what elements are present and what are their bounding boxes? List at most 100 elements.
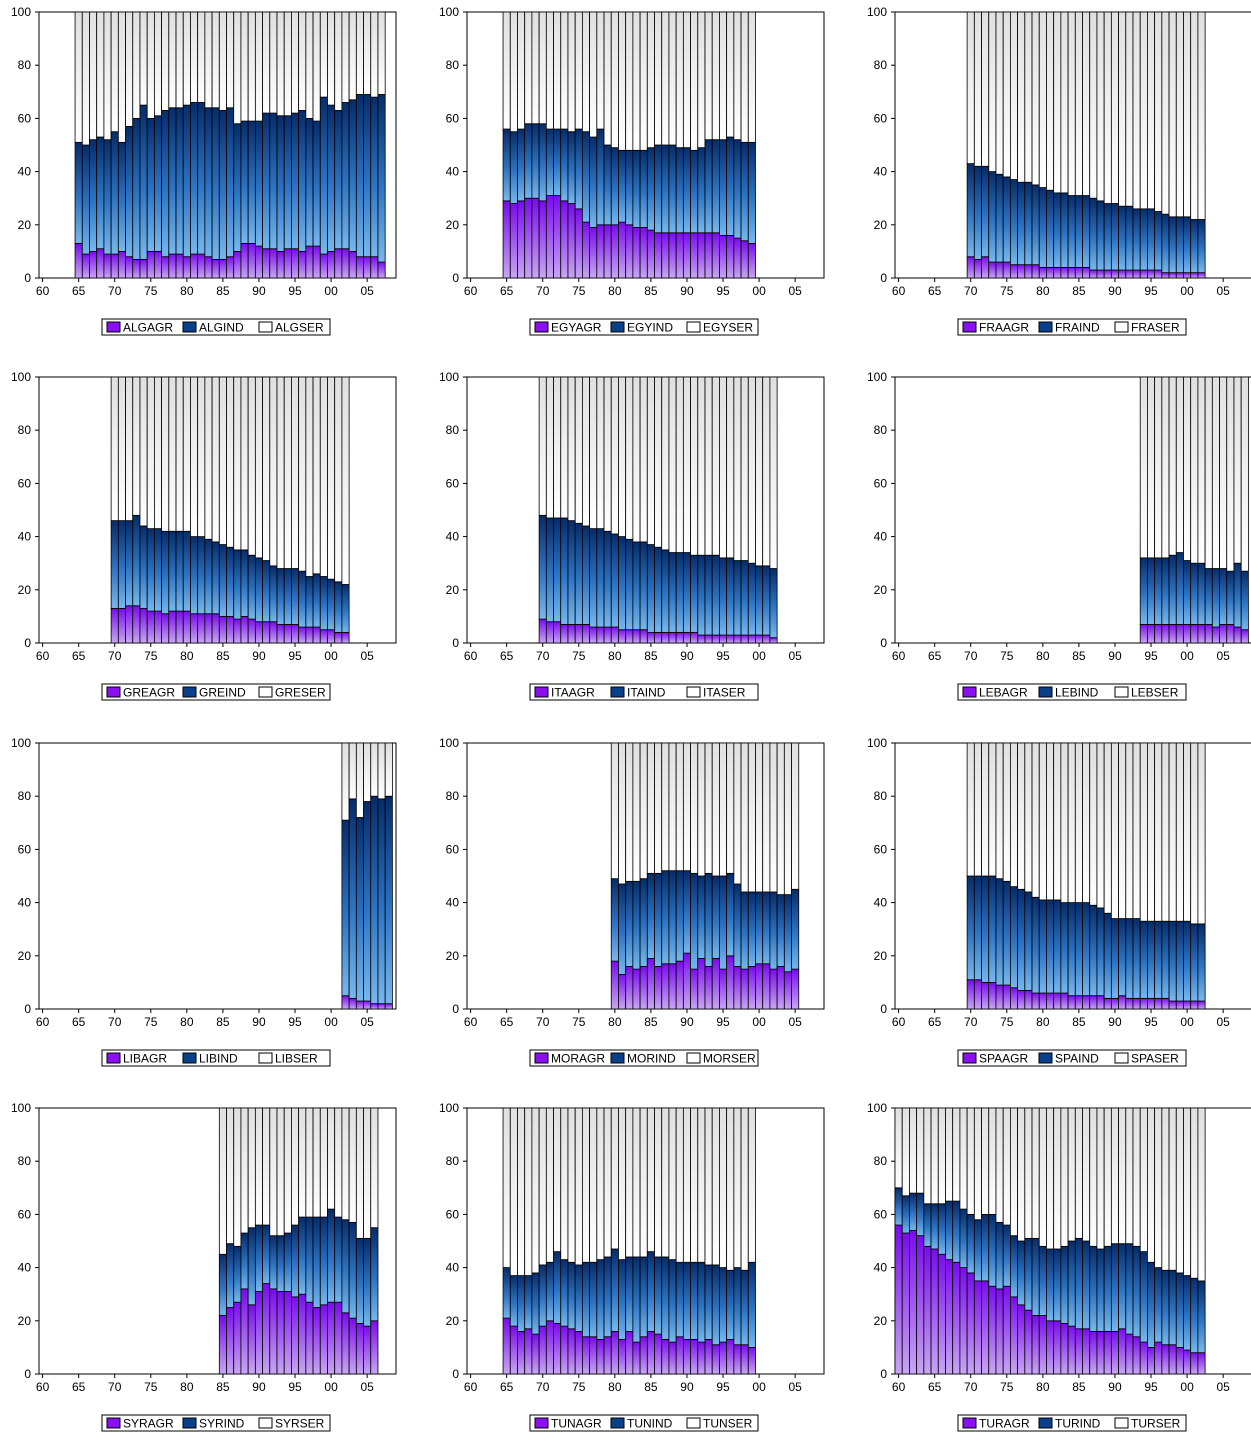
bar-lebind [1161,557,1170,625]
bar-itaser [661,376,670,551]
bar-syrind [254,1224,263,1292]
bar-turser [901,1107,910,1197]
bar-turagr [1183,1349,1192,1375]
bar-egyind [574,128,583,210]
bar-spaind [1190,923,1199,1002]
bar-algagr [355,256,364,279]
bar-libser [384,742,393,797]
bar-spaser [1074,742,1083,904]
bar-moragr [690,968,699,1010]
bar-itaind [661,549,670,633]
bar-lebser [1219,376,1228,569]
bar-spaagr [1183,1000,1192,1010]
bar-spaind [1103,912,1112,999]
y-tick-label: 100 [439,1101,459,1115]
bar-tunagr [632,1341,641,1375]
bar-morind [747,891,756,967]
bar-itaagr [545,621,554,644]
bar-syrser [334,1107,343,1218]
bar-algind [233,123,242,252]
bar-spaind [1197,923,1206,1002]
bar-morser [769,742,778,893]
bar-itaser [690,376,699,556]
legend-label: SYRSER [275,1417,325,1431]
bar-turser [981,1107,990,1215]
bar-egyind [675,147,684,234]
bar-morind [726,872,735,957]
bar-egyser [668,11,677,146]
bar-turagr [1002,1285,1011,1375]
bar-spaind [1082,902,1091,997]
bar-morind [690,872,699,970]
bar-itaagr [769,637,778,644]
bar-greagr [211,613,220,644]
y-tick-label: 80 [446,1154,460,1168]
bar-libind [363,801,372,1002]
bar-morind [654,872,663,967]
bar-turind [988,1214,997,1287]
bar-syrind [291,1224,300,1298]
bar-spaagr [1168,1000,1177,1010]
bar-tunind [538,1264,547,1327]
bar-tunind [509,1275,518,1327]
bar-turagr [1118,1328,1127,1375]
bar-tunagr [726,1339,735,1375]
bar-algser [103,11,112,141]
bar-algind [125,125,134,258]
bar-spaagr [973,979,982,1010]
bar-greind [334,581,343,633]
bar-spaser [1190,742,1199,925]
bar-tunser [697,1107,706,1263]
bar-egyser [726,11,735,138]
bar-tunind [618,1259,627,1340]
bar-turagr [1175,1347,1184,1375]
bar-algagr [348,250,357,279]
bar-fraind [1096,200,1105,271]
x-tick-label: 80 [180,649,194,663]
bar-itaser [711,376,720,556]
bar-tunser [502,1107,511,1269]
x-tick-label: 95 [716,649,730,663]
bar-turagr [1125,1333,1134,1375]
bar-egyagr [697,232,706,279]
bar-libser [341,742,350,821]
x-tick-label: 75 [144,284,158,298]
bar-spaagr [1175,1000,1184,1010]
bar-tunind [719,1267,728,1343]
bar-tunser [690,1107,699,1263]
y-tick-label: 0 [452,1367,459,1381]
x-tick-label: 85 [644,1015,658,1029]
bar-egyagr [632,227,641,279]
legend-swatch [962,1417,977,1429]
bar-moragr [618,974,627,1010]
bar-turser [1161,1107,1170,1271]
bar-tunser [747,1107,756,1263]
bar-fraind [1118,205,1127,271]
bar-syrser [327,1107,336,1210]
bar-spaind [1168,920,1177,1002]
bar-turser [1125,1107,1134,1245]
bar-tunagr [509,1325,518,1375]
bar-itaser [603,376,612,532]
bar-egyagr [704,232,713,279]
x-tick-label: 65 [500,1380,514,1394]
bar-greind [226,546,235,617]
bar-turagr [995,1288,1004,1375]
bar-tunagr [560,1325,569,1375]
bar-libind [377,798,386,1005]
bar-tunser [560,1107,569,1261]
bar-itaagr [682,631,691,644]
bar-egyagr [733,237,742,279]
bar-turagr [901,1232,910,1375]
legend-swatch [182,1417,197,1429]
bar-algagr [218,258,227,279]
y-tick-label: 100 [867,1101,887,1115]
bar-syrser [247,1107,256,1229]
x-tick-label: 60 [892,1380,906,1394]
bar-turagr [973,1280,982,1375]
bar-greser [341,376,350,585]
bar-turser [937,1107,946,1205]
bar-moragr [682,952,691,1010]
bar-algind [132,118,141,260]
bar-fraser [1031,11,1040,186]
